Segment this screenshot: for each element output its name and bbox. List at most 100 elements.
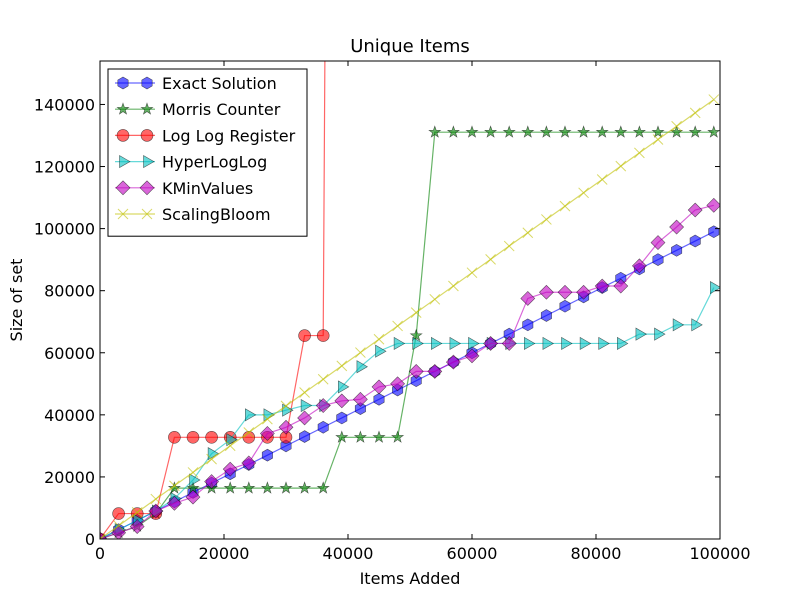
marker: [559, 299, 571, 313]
plot-area: [100, 61, 720, 539]
x-tick-label: 80000: [571, 544, 622, 563]
y-axis-label: Size of set: [7, 259, 26, 342]
legend-label: HyperLogLog: [162, 153, 267, 172]
marker: [613, 278, 629, 294]
series-line: [100, 287, 715, 539]
marker: [520, 291, 536, 306]
marker: [117, 76, 129, 90]
y-tick-label: 140000: [34, 95, 95, 114]
marker: [557, 284, 573, 300]
marker: [140, 129, 154, 142]
legend: Exact Solution Morris Counter Log Log Regi…: [107, 68, 308, 237]
marker: [150, 493, 162, 505]
marker: [540, 309, 552, 322]
legend-label: Log Log Register: [162, 126, 296, 145]
marker: [352, 391, 368, 407]
marker: [446, 125, 460, 138]
marker: [185, 489, 201, 505]
y-tick-label: 80000: [44, 282, 95, 301]
marker: [315, 398, 331, 413]
marker: [669, 219, 685, 235]
marker: [654, 327, 666, 341]
marker: [412, 336, 424, 351]
series-line: [100, 131, 714, 539]
marker: [336, 411, 348, 425]
marker: [259, 426, 275, 441]
marker: [465, 125, 479, 138]
marker: [222, 461, 238, 477]
marker: [651, 125, 665, 138]
marker: [139, 180, 155, 196]
marker: [596, 174, 608, 185]
marker: [576, 284, 592, 300]
marker: [464, 348, 480, 364]
marker: [650, 235, 666, 251]
marker: [391, 430, 405, 443]
marker: [393, 336, 406, 351]
marker: [143, 155, 155, 169]
marker: [260, 481, 274, 494]
marker: [688, 125, 702, 138]
marker: [100, 533, 106, 539]
marker: [614, 125, 628, 138]
marker: [390, 376, 406, 392]
marker: [337, 380, 350, 394]
marker: [616, 336, 629, 351]
marker: [466, 267, 478, 279]
marker: [503, 240, 515, 252]
marker: [115, 180, 131, 196]
marker: [243, 427, 255, 438]
marker: [119, 155, 131, 169]
legend-label: Exact Solution: [162, 74, 277, 93]
marker: [223, 481, 237, 494]
marker: [226, 433, 238, 447]
marker: [242, 481, 256, 494]
marker: [539, 125, 553, 138]
marker: [707, 125, 720, 138]
marker: [131, 507, 143, 518]
marker: [204, 474, 220, 490]
legend-label: KMinValues: [162, 179, 253, 198]
marker: [278, 419, 294, 435]
x-tick-label: 60000: [447, 544, 498, 563]
marker: [141, 208, 153, 220]
marker: [484, 125, 498, 138]
y-tick-label: 100000: [34, 220, 95, 239]
x-tick-label: 0: [95, 544, 105, 563]
marker: [356, 360, 368, 374]
marker: [691, 318, 703, 332]
marker: [522, 227, 534, 239]
marker: [652, 253, 664, 266]
marker: [672, 318, 685, 332]
y-tick-label: 120000: [34, 158, 95, 177]
marker: [501, 336, 517, 351]
marker: [224, 440, 236, 452]
marker: [687, 202, 703, 218]
marker: [561, 336, 573, 351]
marker: [427, 363, 443, 379]
marker: [298, 481, 312, 494]
marker: [187, 467, 199, 478]
marker: [578, 187, 589, 199]
marker: [116, 102, 130, 115]
marker: [112, 507, 125, 520]
legend-label: Morris Counter: [162, 100, 281, 119]
marker: [579, 336, 592, 351]
marker: [634, 147, 645, 159]
marker: [167, 481, 181, 494]
marker: [671, 120, 682, 132]
marker: [652, 134, 664, 145]
marker: [300, 398, 313, 413]
marker: [429, 293, 441, 305]
x-axis-label: Items Added: [360, 569, 461, 588]
marker: [521, 125, 535, 138]
marker: [168, 430, 181, 444]
legend-label: ScalingBloom: [162, 205, 271, 224]
marker: [375, 344, 387, 358]
marker: [169, 480, 180, 492]
marker: [116, 129, 130, 142]
marker: [316, 481, 330, 494]
marker: [632, 125, 646, 138]
x-tick-label: 20000: [199, 544, 250, 563]
